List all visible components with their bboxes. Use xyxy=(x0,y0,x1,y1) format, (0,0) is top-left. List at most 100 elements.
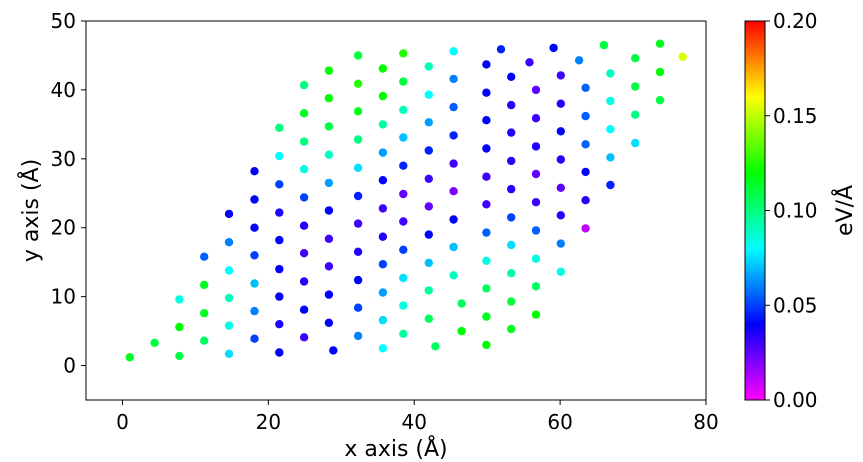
data-point xyxy=(399,133,408,142)
data-point xyxy=(275,292,284,301)
data-point xyxy=(324,318,334,327)
data-point xyxy=(556,183,565,192)
data-point xyxy=(507,213,516,222)
data-point xyxy=(324,122,334,131)
x-tick-label: 20 xyxy=(256,410,281,434)
data-point xyxy=(378,288,388,297)
data-point xyxy=(556,239,565,248)
data-point xyxy=(299,333,309,342)
data-point xyxy=(250,251,259,260)
data-point xyxy=(299,137,309,146)
data-point xyxy=(424,286,433,295)
data-point xyxy=(482,60,491,69)
data-point xyxy=(250,279,259,288)
data-point xyxy=(250,306,259,316)
data-point xyxy=(224,349,234,358)
data-point xyxy=(399,245,408,254)
data-point xyxy=(250,195,259,204)
data-point xyxy=(631,110,640,119)
data-point xyxy=(275,264,284,274)
data-point xyxy=(399,77,408,86)
data-point xyxy=(399,49,408,58)
data-point xyxy=(399,273,408,283)
data-point xyxy=(378,64,388,73)
data-point xyxy=(424,174,433,183)
data-point xyxy=(424,314,433,323)
data-point xyxy=(299,109,309,118)
data-point xyxy=(424,62,433,71)
data-point xyxy=(482,340,491,350)
data-point xyxy=(224,238,234,247)
data-point xyxy=(449,131,458,140)
data-point xyxy=(531,310,541,319)
data-point xyxy=(531,142,541,151)
data-point xyxy=(631,54,640,63)
data-point xyxy=(378,232,388,241)
data-point xyxy=(599,40,609,50)
y-tick-label: 0 xyxy=(63,354,76,378)
data-point xyxy=(378,176,388,185)
data-point xyxy=(175,295,184,304)
data-point xyxy=(399,301,408,310)
x-tick-label: 0 xyxy=(116,410,129,434)
colorbar: 0.00 0.05 0.10 0.15 0.20 eV/Å xyxy=(744,9,858,412)
data-point xyxy=(507,128,516,137)
data-point xyxy=(399,189,408,199)
data-point xyxy=(507,100,516,110)
data-point xyxy=(507,184,516,194)
x-tick-label: 40 xyxy=(402,410,427,434)
plot-area: 0 20 40 60 80 0 10 20 30 40 50 x axis (Å… xyxy=(17,9,719,462)
data-point xyxy=(299,305,309,314)
data-point xyxy=(631,82,640,91)
data-point xyxy=(424,146,433,155)
data-point xyxy=(655,96,665,105)
data-point xyxy=(482,200,491,209)
data-point xyxy=(353,163,363,172)
data-point xyxy=(353,303,363,312)
data-point xyxy=(224,293,234,303)
data-point xyxy=(399,161,408,170)
data-point xyxy=(353,79,363,88)
data-point xyxy=(581,111,590,121)
data-point xyxy=(353,51,363,60)
data-point xyxy=(606,69,615,78)
data-point xyxy=(457,299,466,308)
data-point xyxy=(606,96,615,106)
data-point xyxy=(449,102,458,112)
colorbar-gradient xyxy=(744,20,766,401)
data-point xyxy=(631,138,640,148)
data-point xyxy=(531,198,541,207)
data-point xyxy=(482,228,491,237)
data-point xyxy=(424,230,433,239)
data-point xyxy=(299,193,309,202)
data-point xyxy=(581,167,590,177)
data-point xyxy=(449,271,458,280)
data-point xyxy=(250,334,259,343)
data-point xyxy=(299,80,309,90)
data-point xyxy=(606,180,615,190)
data-point xyxy=(531,254,541,263)
data-point xyxy=(482,256,491,265)
data-point xyxy=(378,91,388,101)
data-point xyxy=(556,71,565,80)
data-point xyxy=(482,172,491,181)
data-point xyxy=(125,353,134,362)
data-point xyxy=(378,315,388,325)
data-point xyxy=(324,66,334,75)
data-point xyxy=(449,242,458,252)
data-point xyxy=(324,178,334,188)
data-point xyxy=(353,107,363,116)
y-axis-ticks: 0 10 20 30 40 50 xyxy=(51,9,86,378)
data-point xyxy=(150,338,159,347)
data-point xyxy=(678,52,687,61)
data-point xyxy=(275,180,284,189)
data-point xyxy=(525,58,534,67)
data-point xyxy=(556,211,565,220)
data-point xyxy=(482,88,491,97)
y-tick-label: 40 xyxy=(51,78,76,102)
colorbar-tick-label: 0.20 xyxy=(773,9,818,33)
y-tick-label: 10 xyxy=(51,285,76,309)
data-point xyxy=(449,159,458,168)
data-point xyxy=(324,234,334,243)
